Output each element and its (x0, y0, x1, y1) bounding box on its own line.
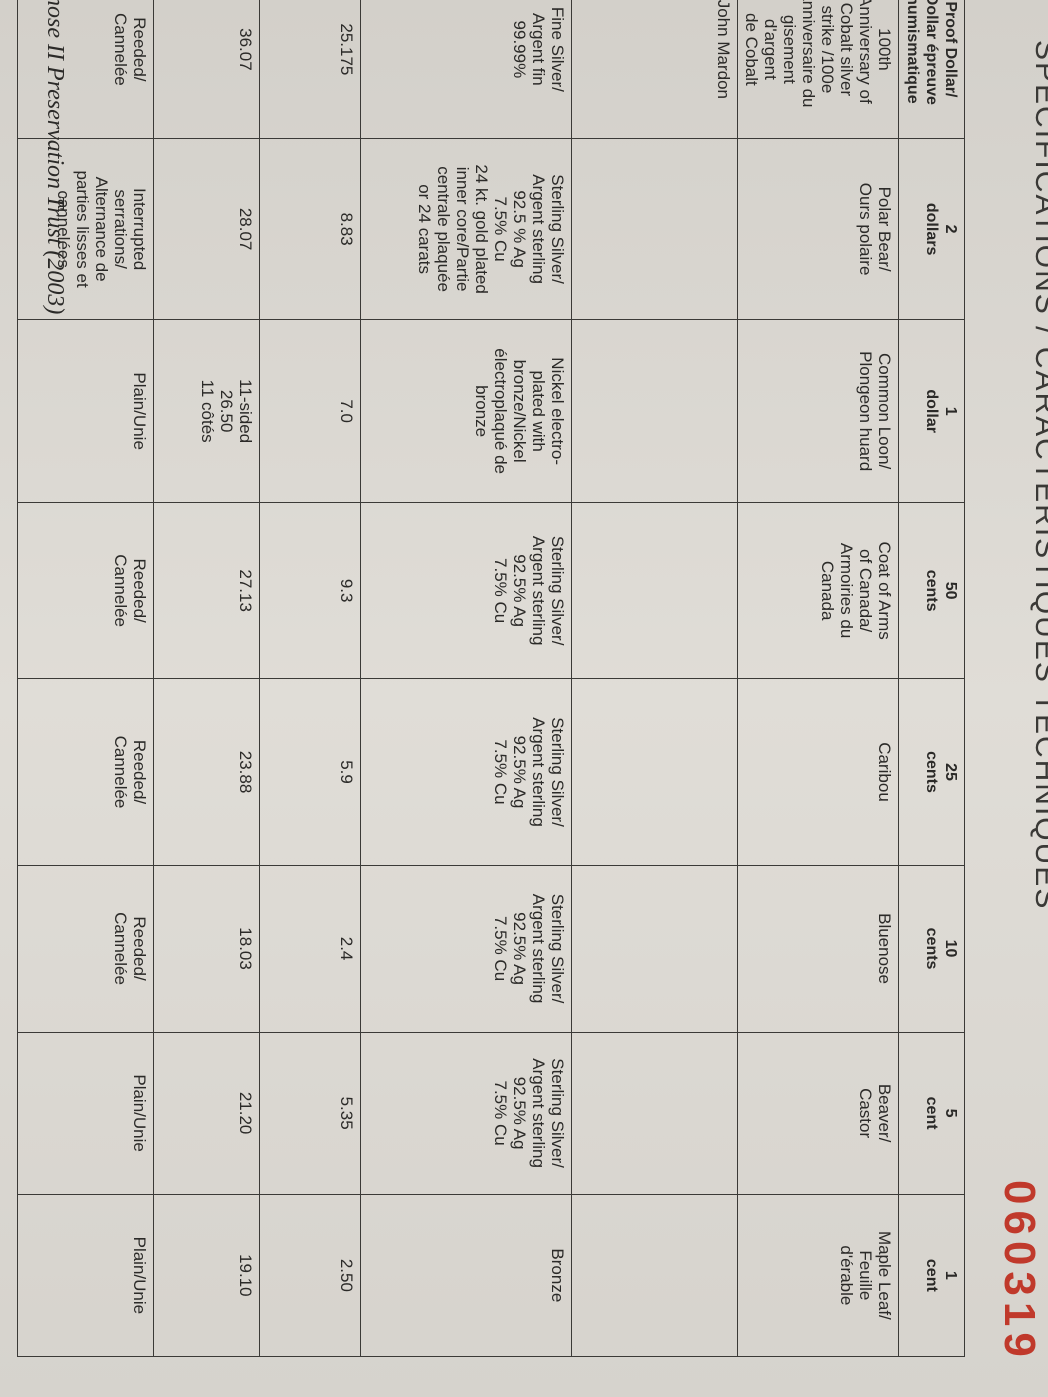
table-cell: Nickel electro- plated with bronze/Nicke… (360, 319, 572, 503)
table-row: 36.07 28.07 11-sided 26.50 11 côtés 27.13 23… (153, 0, 260, 1357)
table-cell: Bluenose (737, 865, 899, 1032)
header-cell: 10 cents (898, 865, 965, 1032)
table-cell: 2.50 (259, 1194, 361, 1357)
table-cell: John Mardon (571, 0, 738, 139)
table-cell: Coat of Arms of Canada/ Armoiries du Can… (737, 502, 899, 679)
table-cell (571, 1032, 738, 1195)
table-cell: Bronze (360, 1194, 572, 1357)
sheet-title: SPECIFICATIONS / CARACTÉRISTIQUES TECHNI… (1029, 40, 1048, 911)
table-cell: Reeded/ Cannelée (17, 678, 154, 866)
header-cell: 50 cents (898, 502, 965, 679)
table-cell: Plain/Unie (17, 1032, 154, 1195)
table-cell: Sterling Silver/ Argent sterling 92.5 % … (360, 138, 572, 320)
table-cell: 19.10 (153, 1194, 260, 1357)
table-cell (571, 138, 738, 320)
caption: hose II Preservation Trust (2003) (42, 0, 68, 315)
header-cell: 25 cents (898, 678, 965, 866)
table-cell: 21.20 (153, 1032, 260, 1195)
table-row: Fine Silver/ Argent fin 99.99% Sterling S… (360, 0, 572, 1357)
table-cell: Sterling Silver/ Argent sterling 92.5% A… (360, 865, 572, 1032)
header-cell: Proof Dollar/ Dollar épreuve numismatiqu… (898, 0, 965, 139)
table-cell: Plain/Unie (17, 1194, 154, 1357)
table-cell: Interrupted serrations/ Alternance de pa… (17, 138, 154, 320)
table-cell: Maple Leaf/ Feuille d'érable (737, 1194, 899, 1357)
header-cell: 2 dollars (898, 138, 965, 320)
table-cell (571, 502, 738, 679)
table-cell: Plain/Unie (17, 319, 154, 503)
table-cell: 11-sided 26.50 11 côtés (153, 319, 260, 503)
table-cell: Polar Bear/ Ours polaire (737, 138, 899, 320)
table-row: 100th Anniversary of Cobalt silver strik… (737, 0, 899, 1357)
table-cell: 2.4 (259, 865, 361, 1032)
table-cell: Beaver/ Castor (737, 1032, 899, 1195)
header-cell: 5 cent (898, 1032, 965, 1195)
table-row: John Mardon (571, 0, 738, 1357)
table-cell: Sterling Silver/ Argent sterling 92.5% A… (360, 502, 572, 679)
table-cell: 18.03 (153, 865, 260, 1032)
header-cell: 1 cent (898, 1194, 965, 1357)
table-cell: 7.0 (259, 319, 361, 503)
table-cell: 25.175 (259, 0, 361, 139)
table-cell: 36.07 (153, 0, 260, 139)
table-cell: 100th Anniversary of Cobalt silver strik… (737, 0, 899, 139)
table-cell: Reeded/ Cannelée (17, 502, 154, 679)
table-cell: Sterling Silver/ Argent sterling 92.5% A… (360, 678, 572, 866)
table-cell (571, 865, 738, 1032)
table-cell (571, 1194, 738, 1357)
table-row: 25.175 8.83 7.0 9.3 5.9 2.4 5.35 2.50 (259, 0, 361, 1357)
table-cell: 9.3 (259, 502, 361, 679)
table-cell: 28.07 (153, 138, 260, 320)
table-cell: 23.88 (153, 678, 260, 866)
table-cell: 5.9 (259, 678, 361, 866)
table-cell: Sterling Silver/ Argent sterling 92.5% A… (360, 1032, 572, 1195)
table-cell: 27.13 (153, 502, 260, 679)
table-cell: Reeded/ Cannelée (17, 865, 154, 1032)
table-cell: Caribou (737, 678, 899, 866)
table-cell (571, 678, 738, 866)
table-cell: 5.35 (259, 1032, 361, 1195)
header-cell: 1 dollar (898, 319, 965, 503)
header-row: Proof Dollar/ Dollar épreuve numismatiqu… (898, 0, 965, 1357)
table-cell: Fine Silver/ Argent fin 99.99% (360, 0, 572, 139)
table-cell: Reeded/ Cannelée (17, 0, 154, 139)
table-cell: Common Loon/ Plongeon huard (737, 319, 899, 503)
table-cell: 8.83 (259, 138, 361, 320)
red-stamp-number: 060319 (995, 1180, 1044, 1363)
table-row: Reeded/ Cannelée Interrupted serrations/ … (17, 0, 154, 1357)
table-cell (571, 319, 738, 503)
specifications-table: Proof Dollar/ Dollar épreuve numismatiqu… (17, 0, 965, 1357)
